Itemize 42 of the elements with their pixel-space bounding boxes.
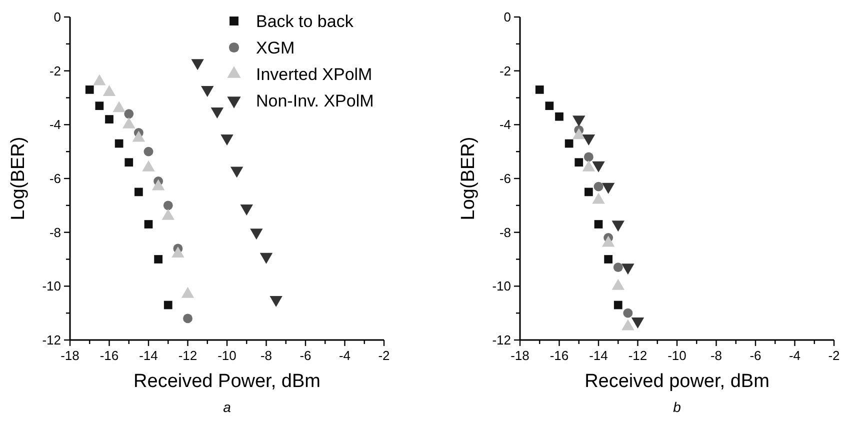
x-tick-label: -18: [510, 348, 530, 363]
y-axis-title: Log(BER): [458, 136, 479, 220]
x-tick-label: -8: [710, 348, 722, 363]
x-tick-label: -4: [788, 348, 801, 363]
legend-label: Back to back: [256, 12, 354, 31]
x-tick-label: -16: [550, 348, 569, 363]
y-tick-label: 0: [504, 10, 511, 24]
x-axis-title: Received Power, dBm: [134, 371, 320, 392]
y-tick-label: -8: [49, 224, 61, 240]
y-tick-label: -4: [49, 117, 61, 132]
legend-label: XGM: [256, 38, 295, 58]
x-tick-label: -8: [260, 348, 272, 363]
y-tick-label: 0: [54, 10, 61, 24]
y-axis-title: Log(BER): [8, 136, 29, 220]
text: b: [673, 399, 682, 415]
x-tick-label: -10: [668, 348, 686, 363]
x-tick-label: -12: [628, 348, 648, 363]
x-tick-label: -14: [139, 348, 158, 363]
y-tick-label: -10: [42, 278, 61, 294]
y-tick-label: -8: [499, 224, 511, 240]
x-tick-label: -2: [828, 348, 840, 363]
y-tick-label: -4: [499, 117, 511, 132]
x-tick-label: -16: [100, 348, 119, 363]
y-tick-label: -6: [499, 171, 511, 186]
x-tick-label: -4: [338, 348, 351, 363]
x-tick-label: -12: [178, 348, 198, 363]
x-tick-label: -10: [218, 348, 236, 363]
x-tick-label: -2: [378, 348, 390, 363]
x-tick-label: -14: [589, 348, 608, 363]
y-tick-label: -2: [49, 63, 61, 78]
x-axis-title: Received power, dBm: [584, 371, 770, 392]
y-tick-label: -2: [499, 63, 511, 78]
x-tick-label: -18: [60, 348, 80, 363]
legend-label: Non-Inv. XPolM: [256, 92, 374, 110]
y-tick-label: -10: [492, 278, 511, 294]
x-tick-label: -6: [300, 348, 312, 363]
text: a: [223, 399, 232, 415]
y-tick-label: -6: [49, 171, 61, 186]
x-tick-label: -6: [750, 348, 762, 363]
y-tick-label: -12: [492, 332, 511, 348]
legend-label: Inverted XPolM: [256, 65, 372, 84]
y-tick-label: -12: [42, 332, 61, 348]
